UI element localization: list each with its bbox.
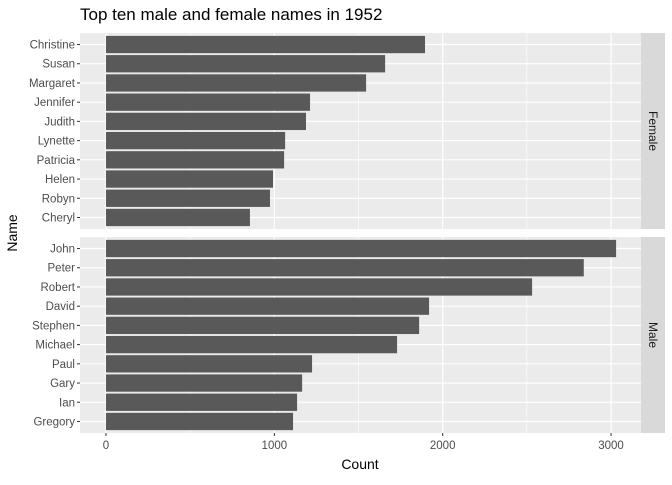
y-tick-label: Michael: [35, 340, 75, 352]
y-tick-label: Helen: [45, 174, 75, 186]
x-tick-label: 3000: [598, 440, 624, 452]
y-tick-label: Patricia: [37, 155, 76, 167]
bar-patricia: [106, 151, 285, 169]
y-tick-label: Gary: [50, 378, 75, 390]
bar-robert: [106, 278, 533, 296]
y-tick-label: Ian: [59, 397, 75, 409]
facet-strip: [641, 237, 665, 433]
facet-strip-label: Male: [646, 322, 660, 348]
bar-cheryl: [106, 208, 250, 227]
y-tick-label: Robyn: [42, 193, 75, 205]
bar-peter: [106, 259, 584, 277]
bar-jennifer: [106, 93, 311, 111]
bar-gary: [106, 374, 303, 392]
y-tick-label: Paul: [52, 359, 75, 371]
x-tick-label: 0: [103, 440, 109, 452]
bar-robyn: [106, 189, 270, 207]
bar-david: [106, 297, 430, 315]
y-tick-label: Peter: [48, 263, 76, 275]
y-tick-label: Gregory: [33, 416, 75, 428]
y-tick-label: David: [46, 301, 75, 313]
facet-strip: [641, 33, 665, 229]
bar-susan: [106, 55, 386, 73]
y-tick-label: Margaret: [29, 78, 76, 90]
bar-helen: [106, 170, 274, 188]
bar-christine: [106, 35, 426, 54]
y-tick-label: Robert: [40, 282, 75, 294]
x-tick-label: 2000: [430, 440, 456, 452]
bar-ian: [106, 393, 298, 411]
y-tick-label: Christine: [30, 40, 75, 52]
y-axis-label: Name: [4, 214, 20, 252]
y-tick-label: Jennifer: [34, 97, 75, 109]
y-tick-label: Lynette: [38, 136, 75, 148]
bar-judith: [106, 112, 306, 131]
y-tick-label: Cheryl: [42, 212, 75, 224]
y-tick-label: Susan: [42, 59, 75, 71]
y-tick-label: Judith: [44, 116, 75, 128]
bar-margaret: [106, 74, 367, 92]
bar-stephen: [106, 316, 420, 335]
x-tick-label: 1000: [262, 440, 288, 452]
chart-title: Top ten male and female names in 1952: [80, 5, 382, 24]
y-tick-label: John: [50, 244, 75, 256]
bar-paul: [106, 355, 313, 373]
bar-john: [106, 239, 617, 258]
bar-michael: [106, 335, 398, 354]
x-axis-label: Count: [341, 456, 378, 472]
bar-gregory: [106, 412, 294, 431]
y-tick-label: Stephen: [32, 320, 75, 332]
facet-strip-label: Female: [646, 111, 660, 151]
bar-lynette: [106, 131, 286, 150]
